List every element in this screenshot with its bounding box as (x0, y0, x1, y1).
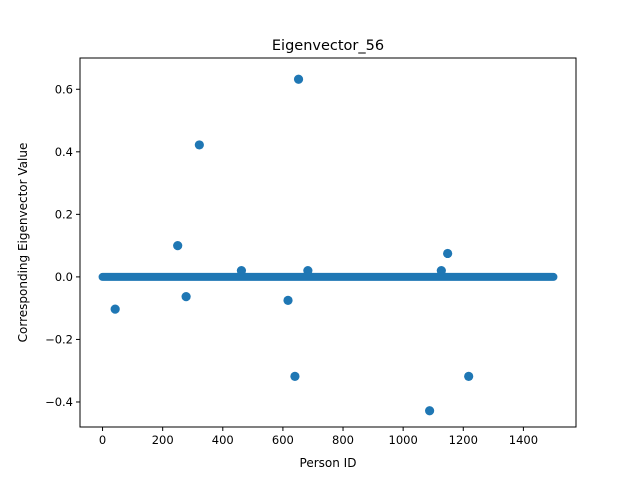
data-point (110, 304, 120, 314)
x-tick-label: 1400 (509, 433, 538, 447)
data-point (436, 266, 446, 276)
data-point (283, 295, 293, 305)
axes-frame (79, 57, 577, 428)
y-tick-label: 0.6 (55, 82, 73, 96)
y-tick-label: 0.0 (55, 270, 73, 284)
x-tick-label: 0 (99, 433, 106, 447)
data-point (425, 406, 435, 416)
data-point (303, 266, 313, 276)
x-tick-label: 200 (152, 433, 174, 447)
data-point (236, 266, 247, 276)
y-axis-label: Corresponding Eigenvector Value (16, 143, 30, 343)
data-point (181, 291, 191, 302)
x-tick-label: 1000 (389, 433, 418, 447)
x-tick-label: 400 (212, 433, 234, 447)
plot-area (98, 74, 558, 416)
chart-title: Eigenvector_56 (272, 38, 384, 54)
data-point (173, 241, 183, 251)
y-axis: −0.4 −0.2 0.0 0.2 0.4 0.6 (45, 82, 80, 409)
data-point (293, 74, 304, 84)
data-point (194, 140, 204, 150)
x-axis: 0 200 400 600 800 1000 1200 1400 (99, 427, 538, 447)
x-tick-label: 800 (332, 433, 354, 447)
x-tick-label: 600 (272, 433, 294, 447)
y-tick-label: −0.2 (45, 332, 73, 346)
data-point (290, 371, 300, 381)
y-tick-label: −0.4 (45, 395, 73, 409)
x-axis-label: Person ID (300, 456, 357, 470)
data-point (443, 248, 453, 259)
data-point (464, 371, 474, 381)
x-tick-label: 1200 (449, 433, 478, 447)
y-tick-label: 0.4 (55, 145, 73, 159)
y-tick-label: 0.2 (55, 207, 73, 221)
